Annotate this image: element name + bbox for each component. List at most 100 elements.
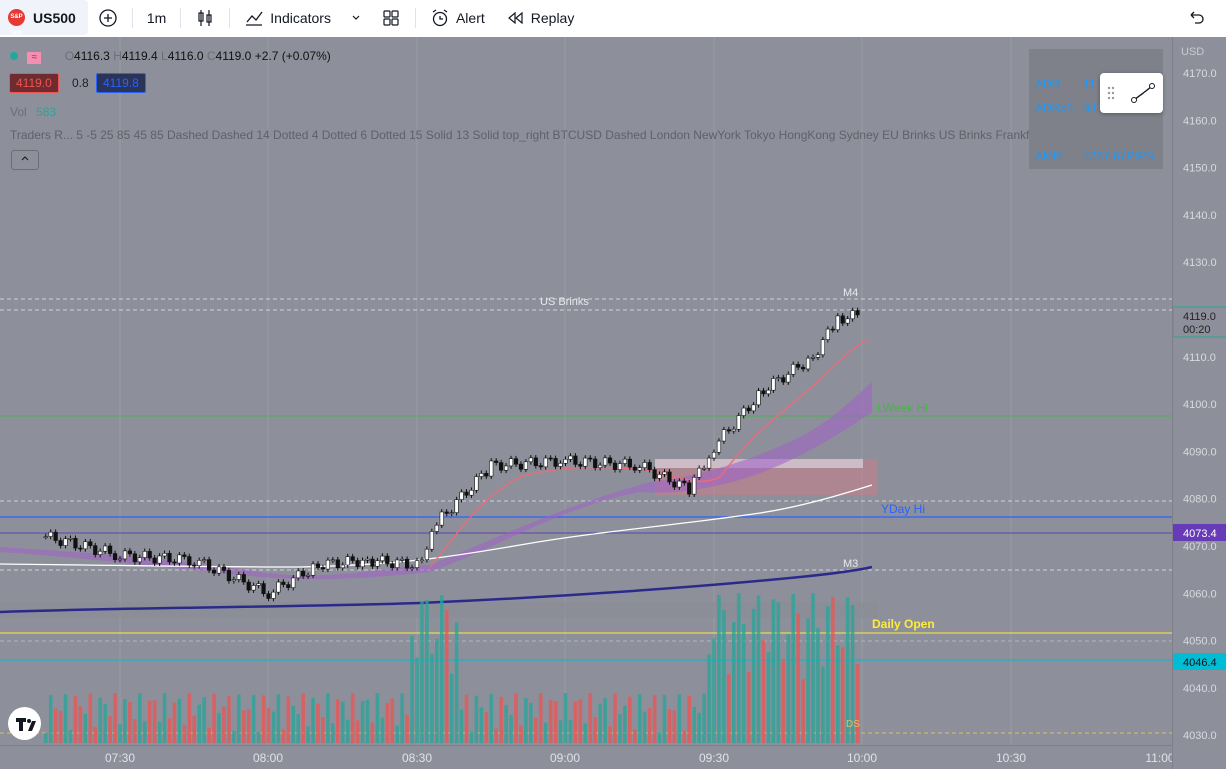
volume-bar bbox=[781, 659, 786, 743]
volume-bar bbox=[385, 703, 390, 743]
indicators-label: Indicators bbox=[270, 9, 331, 26]
indicator-legend[interactable]: Traders R... 5 -5 25 85 45 85 Dashed Das… bbox=[10, 128, 1100, 142]
candle-body bbox=[271, 591, 276, 599]
price-tick-label: 4030.0 bbox=[1183, 730, 1217, 742]
candle-body bbox=[810, 357, 816, 359]
yday-hi-label: YDay Hi bbox=[881, 502, 925, 516]
chart-type-button[interactable] bbox=[185, 0, 225, 35]
volume-bar bbox=[583, 723, 588, 743]
volume-bar bbox=[766, 652, 771, 743]
undo-button[interactable] bbox=[1176, 0, 1216, 35]
volume-bar bbox=[395, 725, 399, 743]
settings-wave-icon[interactable]: ≈ bbox=[27, 52, 42, 64]
candle-body bbox=[840, 315, 845, 324]
adrx-label: ADRx3 bbox=[1035, 101, 1074, 115]
volume-bar bbox=[791, 594, 795, 743]
symbol-search-button[interactable]: S&P 500 US500 bbox=[0, 0, 88, 37]
candle-body bbox=[771, 378, 776, 391]
volume-bar bbox=[776, 602, 781, 743]
candle-body bbox=[820, 339, 825, 356]
volume-bar bbox=[241, 710, 246, 743]
price-tick-label: 4050.0 bbox=[1183, 636, 1217, 648]
trend-line-icon[interactable] bbox=[1130, 81, 1156, 105]
volume-bar bbox=[172, 702, 177, 743]
candle-body bbox=[667, 471, 672, 483]
interval-button[interactable]: 1m bbox=[137, 0, 176, 35]
price-axis[interactable]: USD 4170.0 4160.0 4150.0 4140.0 4130.0 4110.0… bbox=[1172, 37, 1226, 769]
candle-body bbox=[454, 499, 459, 513]
volume-bar bbox=[326, 693, 330, 743]
replay-button[interactable]: Replay bbox=[495, 0, 585, 35]
time-tick-label: 07:30 bbox=[105, 751, 135, 765]
add-symbol-button[interactable] bbox=[88, 0, 128, 35]
alert-button[interactable]: Alert bbox=[420, 0, 495, 35]
indicators-dropdown[interactable] bbox=[341, 0, 371, 35]
volume-bar bbox=[732, 622, 736, 743]
candle-body bbox=[380, 555, 385, 562]
time-axis[interactable]: 07:30 08:00 08:30 09:00 09:30 10:00 10:30 11:00 bbox=[0, 745, 1175, 770]
volume-bar bbox=[336, 699, 340, 743]
layouts-button[interactable] bbox=[371, 0, 411, 35]
buy-price-button[interactable]: 4119.8 bbox=[96, 73, 146, 93]
toolbar-divider bbox=[180, 7, 182, 28]
candle-body bbox=[805, 357, 811, 370]
session-box bbox=[0, 602, 878, 618]
candle-body bbox=[469, 489, 474, 496]
volume-bar bbox=[390, 698, 395, 743]
chart-pane[interactable]: US Brinks M4 M3 LWeek Hi YDay Hi Daily O… bbox=[0, 37, 1226, 769]
volume-bar bbox=[48, 695, 53, 743]
rewind-icon bbox=[507, 11, 523, 24]
candle-body bbox=[612, 462, 618, 470]
candle-body bbox=[305, 574, 311, 577]
volume-bar bbox=[608, 726, 612, 743]
candle-body bbox=[78, 547, 83, 550]
price-tick-label: 4090.0 bbox=[1183, 446, 1217, 458]
candle-body bbox=[291, 577, 296, 588]
volume-bar bbox=[469, 731, 474, 743]
volume-bar bbox=[840, 647, 845, 743]
drag-handle-icon[interactable] bbox=[1106, 85, 1116, 101]
indicators-button[interactable]: Indicators bbox=[234, 0, 341, 35]
volume-bar bbox=[439, 595, 444, 743]
sell-price-button[interactable]: 4119.0 bbox=[9, 73, 59, 93]
volume-bar bbox=[519, 725, 523, 743]
volume-bar bbox=[286, 696, 291, 743]
high-label: H bbox=[113, 49, 122, 63]
chevron-up-icon bbox=[21, 156, 29, 161]
volume-bar bbox=[276, 694, 281, 743]
volume-bar bbox=[187, 693, 192, 743]
candle-body bbox=[479, 473, 484, 477]
candle-body bbox=[226, 570, 232, 582]
candle-body bbox=[414, 560, 420, 568]
candle-body bbox=[177, 554, 182, 564]
purple-price-label: 4073.4 bbox=[1183, 528, 1217, 540]
adrx-value: 33 bbox=[1083, 101, 1097, 115]
volume-bar bbox=[197, 704, 201, 743]
candle-body bbox=[276, 581, 281, 593]
candle-body bbox=[464, 491, 469, 496]
symbol-logo-icon: S&P 500 bbox=[8, 9, 25, 37]
volume-bar bbox=[147, 700, 152, 743]
candle-body bbox=[647, 462, 652, 470]
ma-white bbox=[0, 484, 873, 568]
volume-bar bbox=[771, 599, 776, 743]
low-label: L bbox=[161, 49, 168, 63]
volume-bar bbox=[548, 699, 553, 743]
volume-bar bbox=[63, 694, 68, 743]
price-chart[interactable]: US Brinks M4 M3 LWeek Hi YDay Hi Daily O… bbox=[0, 37, 1172, 745]
collapse-legend-button[interactable] bbox=[11, 150, 39, 170]
candle-body bbox=[142, 551, 147, 558]
volume-bar bbox=[365, 699, 370, 743]
volume-bar bbox=[801, 679, 805, 743]
candle-body bbox=[637, 467, 642, 471]
candle-body bbox=[385, 555, 390, 565]
price-axis-scale: USD 4170.0 4160.0 4150.0 4140.0 4130.0 4110.0… bbox=[1172, 46, 1226, 742]
candle-body bbox=[815, 354, 821, 358]
volume-bar bbox=[73, 696, 78, 743]
drawing-tool-widget[interactable] bbox=[1100, 73, 1163, 113]
candle-body bbox=[553, 458, 558, 467]
eye-icon[interactable] bbox=[10, 52, 18, 60]
tradingview-logo[interactable] bbox=[8, 707, 41, 740]
candle-body bbox=[152, 557, 157, 564]
volume-bar bbox=[449, 673, 454, 743]
